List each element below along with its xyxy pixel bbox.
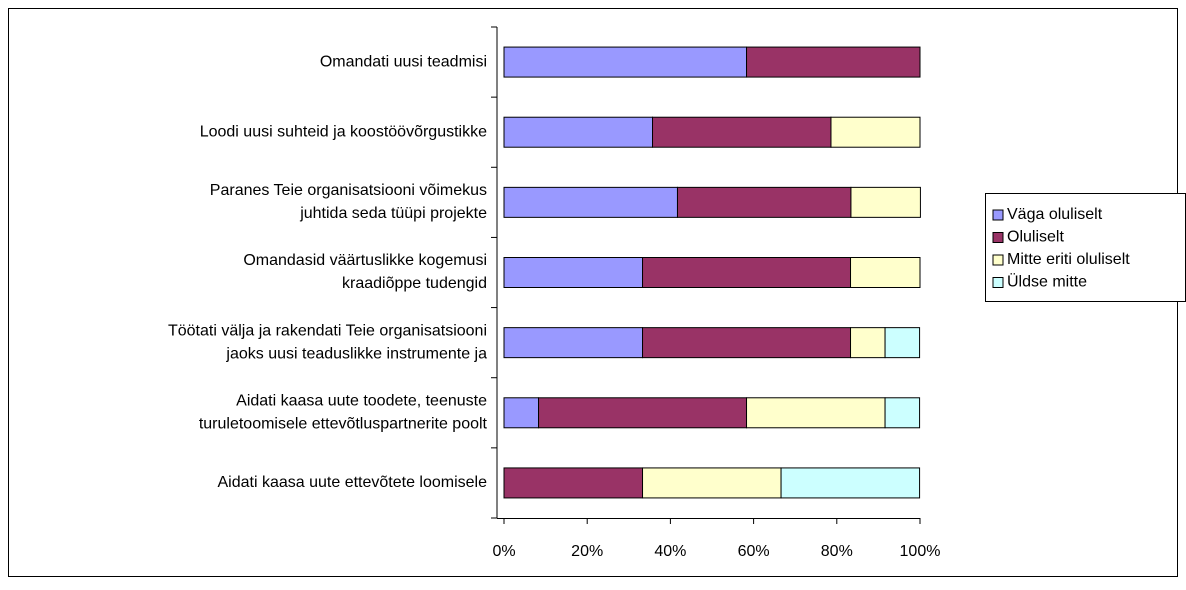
bar-segment [746, 46, 921, 78]
bar-segment [642, 467, 782, 499]
y-tick-label: kraadiõppe tudengid [342, 275, 487, 292]
y-tick-label: Omandasid väärtuslikke kogemusi [243, 252, 487, 269]
legend-swatch [992, 232, 1004, 243]
bar-segment [642, 327, 852, 359]
x-tick-label: 20% [571, 543, 603, 560]
y-tick-label: Aidati kaasa uute toodete, teenuste [236, 393, 487, 410]
bar-segment [652, 116, 832, 148]
x-tick-label: 100% [900, 543, 941, 560]
bar-segment [850, 257, 921, 288]
y-tick-label: turuletoomisele ettevõtluspartnerite poo… [199, 416, 488, 433]
legend-swatch [992, 277, 1004, 288]
legend-label: Üldse mitte [1007, 273, 1087, 291]
y-tick-label: Loodi uusi suhteid ja koostöövõrgustikke [200, 123, 487, 140]
x-tick-label: 40% [654, 543, 686, 560]
bar-segment [503, 397, 540, 429]
legend-label: Oluliselt [1007, 229, 1064, 246]
bar-segment [503, 467, 644, 499]
legend-label: Väga oluliselt [1007, 206, 1103, 223]
bar-segment [884, 327, 921, 359]
bar-segment [503, 116, 654, 148]
x-tick-label: 60% [738, 543, 770, 560]
legend-box [985, 193, 1186, 302]
bar-segment [850, 186, 921, 218]
bar-segment [503, 46, 748, 78]
y-tick-label: jaoks uusi teaduslikke instrumente ja [225, 345, 487, 362]
bar-segment [642, 257, 852, 288]
x-tick-label: 80% [821, 543, 853, 560]
bar-segment [830, 116, 921, 148]
bar-segment [780, 467, 921, 499]
y-tick-label: Paranes Teie organisatsiooni võimekus [210, 182, 487, 199]
bar-segment [884, 397, 921, 429]
y-tick-label: Töötati välja ja rakendati Teie organisa… [168, 322, 487, 339]
legend-swatch [992, 254, 1004, 266]
y-tick-label: juhtida seda tüüpi projekte [299, 205, 487, 222]
legend-swatch [992, 209, 1004, 221]
legend-label: Mitte eriti oluliselt [1007, 251, 1130, 268]
bar-segment [503, 186, 678, 218]
bar-segment [538, 397, 748, 429]
bar-segment [676, 186, 852, 218]
bar-segment [746, 397, 886, 429]
x-tick-label: 0% [492, 543, 515, 560]
y-tick-label: Omandati uusi teadmisi [320, 53, 487, 70]
y-tick-label: Aidati kaasa uute ettevõtete loomisele [218, 474, 488, 491]
bar-segment [850, 327, 886, 359]
bar-segment [503, 257, 644, 288]
bar-segment [503, 327, 644, 359]
